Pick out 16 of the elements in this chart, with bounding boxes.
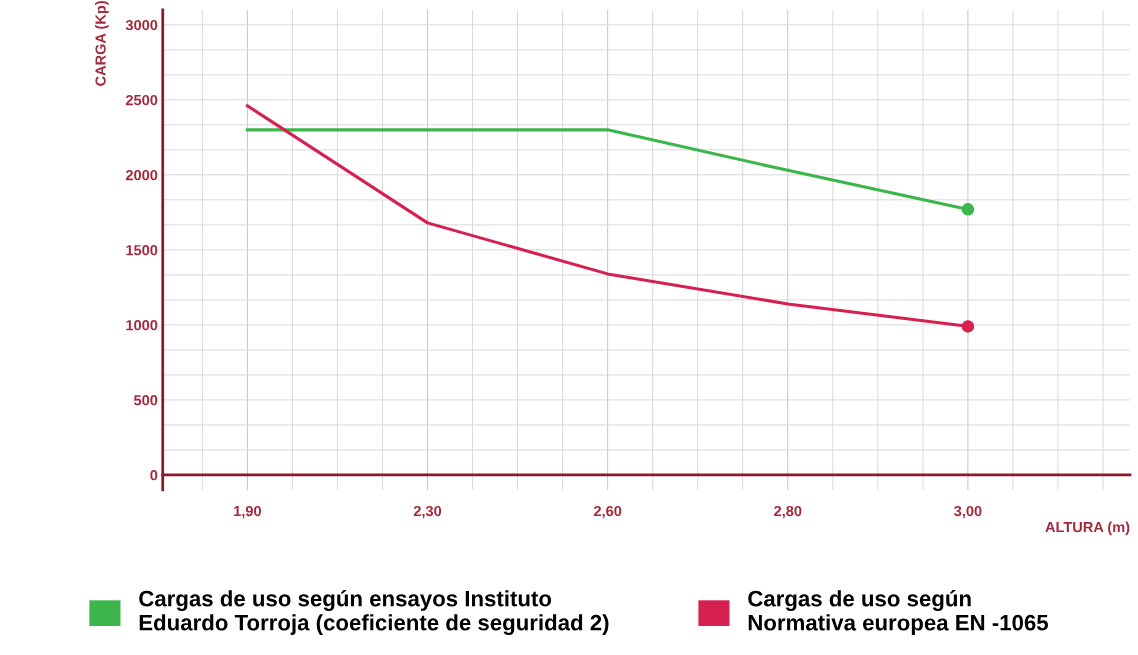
y-tick-label: 3000 xyxy=(125,19,158,31)
y-tick-label: 2500 xyxy=(125,94,158,106)
y-tick-label: 1500 xyxy=(126,244,158,256)
legend-label: Cargas de uso según ensayos Instituto Eduardo Torroja (coeficiente de seguridad 2) xyxy=(139,589,609,635)
x-tick-label: 1,90 xyxy=(234,505,261,519)
y-tick-label: 1000 xyxy=(126,320,158,331)
y-tick-label: 2000 xyxy=(125,169,158,181)
x-tick-label: 2,60 xyxy=(593,505,622,519)
legend-label: Cargas de uso según Normativa europea EN -1065 xyxy=(748,590,1049,635)
y-tick-label: 0 xyxy=(150,470,158,481)
y-tick-label: 500 xyxy=(133,395,158,406)
y-axis-title: CARGA (Kp) xyxy=(95,1,109,86)
x-tick-label: 3,00 xyxy=(954,505,982,519)
x-axis-title: ALTURA (m) xyxy=(1045,521,1130,536)
x-tick-label: 2,80 xyxy=(774,505,802,519)
x-tick-label: 2,30 xyxy=(413,505,442,519)
